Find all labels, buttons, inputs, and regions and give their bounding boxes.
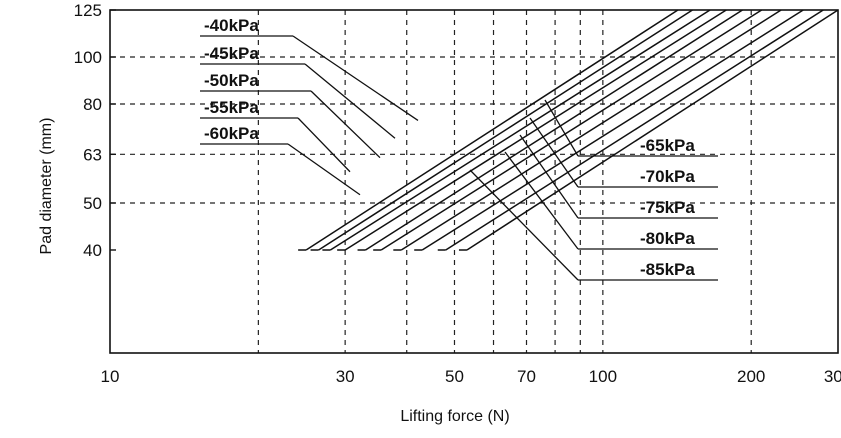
series-line xyxy=(380,9,763,251)
label-leader xyxy=(469,169,579,281)
plot-frame xyxy=(109,9,839,354)
series-label-layer: -40kPa -45kPa -50kPa -55kPa -60kPa -65kPa -70k… xyxy=(204,16,695,279)
series-line xyxy=(445,9,824,251)
leader-layer xyxy=(200,35,718,281)
x-tick-label: 30 xyxy=(336,367,355,386)
series-line xyxy=(365,9,743,251)
series-line xyxy=(329,9,711,251)
series-line xyxy=(466,9,839,251)
series-layer xyxy=(298,9,839,251)
x-tick-label: 200 xyxy=(737,367,765,386)
series-label: -65kPa xyxy=(640,136,695,155)
y-tick-label: 63 xyxy=(83,145,102,164)
y-axis-title: Pad diameter (mm) xyxy=(38,118,55,255)
x-tick-label: 300 xyxy=(824,367,841,386)
series-line xyxy=(318,9,693,251)
label-leader xyxy=(310,90,381,159)
x-tick-label: 10 xyxy=(101,367,120,386)
series-label: -60kPa xyxy=(204,124,259,143)
series-label: -55kPa xyxy=(204,98,259,117)
x-tick-label: 50 xyxy=(445,367,464,386)
label-leader xyxy=(529,117,579,188)
label-leader xyxy=(304,63,396,139)
label-leader xyxy=(292,35,419,121)
series-line xyxy=(400,9,782,251)
series-label: -80kPa xyxy=(640,229,695,248)
series-line xyxy=(305,9,679,251)
label-leader xyxy=(504,151,579,250)
series-line xyxy=(344,9,727,251)
x-axis-title: Lifting force (N) xyxy=(400,408,509,425)
series-label: -45kPa xyxy=(204,44,259,63)
series-label: -85kPa xyxy=(640,260,695,279)
y-tick-label: 100 xyxy=(74,48,102,67)
series-label: -40kPa xyxy=(204,16,259,35)
y-tick-label: 50 xyxy=(83,194,102,213)
y-tick-label: 125 xyxy=(74,1,102,20)
x-tick-label: 70 xyxy=(517,367,536,386)
label-leader xyxy=(519,134,579,219)
label-leader xyxy=(297,117,351,173)
series-label: -50kPa xyxy=(204,71,259,90)
y-tick-label: 80 xyxy=(83,95,102,114)
x-tick-label: 100 xyxy=(589,367,617,386)
tick-label-layer: 10 30 50 70 100 200 300 40 50 63 80 100 125 xyxy=(74,1,841,386)
label-leader xyxy=(287,143,361,196)
plot-border xyxy=(109,9,839,354)
series-label: -75kPa xyxy=(640,198,695,217)
series-label: -70kPa xyxy=(640,167,695,186)
y-tick-label: 40 xyxy=(83,241,102,260)
label-leader xyxy=(544,99,579,157)
series-line xyxy=(421,9,804,251)
